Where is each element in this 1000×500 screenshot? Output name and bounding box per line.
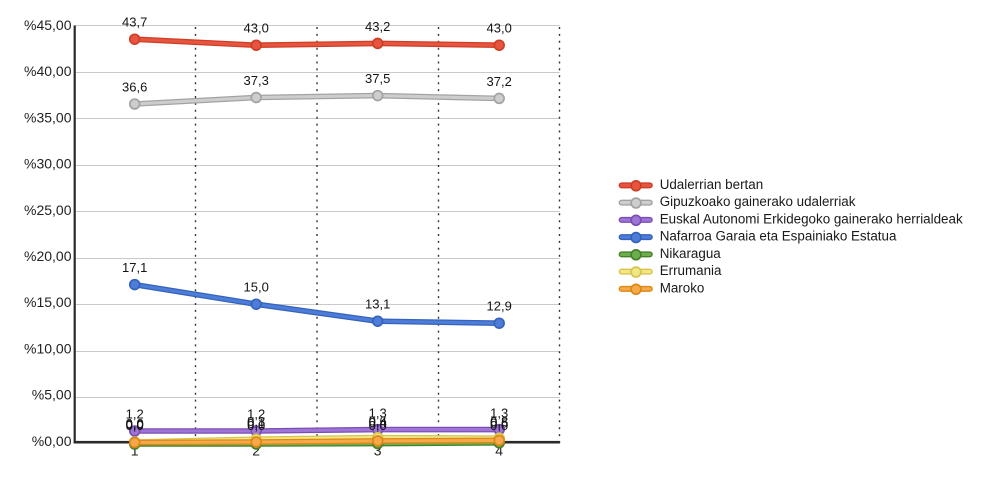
svg-text:1: 1	[131, 443, 139, 459]
svg-text:%40,00: %40,00	[24, 63, 72, 79]
svg-text:1,2: 1,2	[126, 406, 144, 421]
svg-text:%35,00: %35,00	[24, 109, 72, 125]
svg-text:0,0: 0,0	[126, 418, 144, 433]
svg-text:Errumania: Errumania	[660, 263, 722, 278]
svg-text:%15,00: %15,00	[24, 294, 72, 310]
svg-text:17,1: 17,1	[122, 260, 147, 275]
svg-text:Udalerrian bertan: Udalerrian bertan	[660, 177, 763, 192]
svg-text:Euskal Autonomi Erkidegoko gai: Euskal Autonomi Erkidegoko gainerako her…	[660, 211, 963, 226]
svg-text:37,5: 37,5	[365, 71, 390, 86]
svg-text:Gipuzkoako gainerako udalerria: Gipuzkoako gainerako udalerriak	[660, 194, 856, 209]
svg-text:%25,00: %25,00	[24, 202, 72, 218]
svg-text:15,0: 15,0	[244, 280, 269, 295]
svg-text:%30,00: %30,00	[24, 156, 72, 172]
svg-text:43,7: 43,7	[122, 15, 147, 30]
svg-text:Nikaragua: Nikaragua	[660, 246, 722, 261]
svg-text:0,6: 0,6	[369, 414, 387, 429]
svg-text:0,8: 0,8	[490, 414, 508, 429]
svg-text:0,1: 0,1	[247, 416, 265, 431]
svg-text:0,0: 0,0	[369, 418, 387, 433]
svg-text:0,0: 0,0	[126, 417, 144, 432]
svg-text:36,6: 36,6	[122, 79, 147, 94]
svg-text:%45,00: %45,00	[24, 17, 72, 33]
svg-text:%10,00: %10,00	[24, 340, 72, 356]
svg-text:1,2: 1,2	[247, 406, 265, 421]
svg-text:43,0: 43,0	[487, 21, 512, 36]
svg-text:0,0: 0,0	[247, 418, 265, 433]
svg-text:1,3: 1,3	[369, 406, 387, 421]
svg-text:Maroko: Maroko	[660, 280, 705, 295]
svg-text:37,3: 37,3	[244, 73, 269, 88]
svg-text:37,2: 37,2	[487, 74, 512, 89]
svg-text:12,9: 12,9	[487, 299, 512, 314]
svg-text:%5,00: %5,00	[32, 387, 72, 403]
svg-text:4: 4	[495, 443, 503, 459]
svg-text:Nafarroa Garaia eta Espainiako: Nafarroa Garaia eta Espainiako Estatua	[660, 229, 897, 244]
svg-text:0,0: 0,0	[490, 418, 508, 433]
svg-text:13,1: 13,1	[365, 297, 390, 312]
svg-text:0,4: 0,4	[369, 415, 387, 430]
svg-text:43,2: 43,2	[365, 19, 390, 34]
svg-text:%20,00: %20,00	[24, 248, 72, 264]
svg-text:2: 2	[252, 443, 260, 459]
svg-text:1,3: 1,3	[490, 406, 508, 421]
svg-text:%0,00: %0,00	[32, 433, 72, 449]
svg-text:0,5: 0,5	[490, 415, 508, 430]
svg-text:43,0: 43,0	[244, 21, 269, 36]
svg-text:3: 3	[374, 443, 382, 459]
svg-text:0,0: 0,0	[126, 416, 144, 431]
svg-text:0,3: 0,3	[247, 414, 265, 429]
